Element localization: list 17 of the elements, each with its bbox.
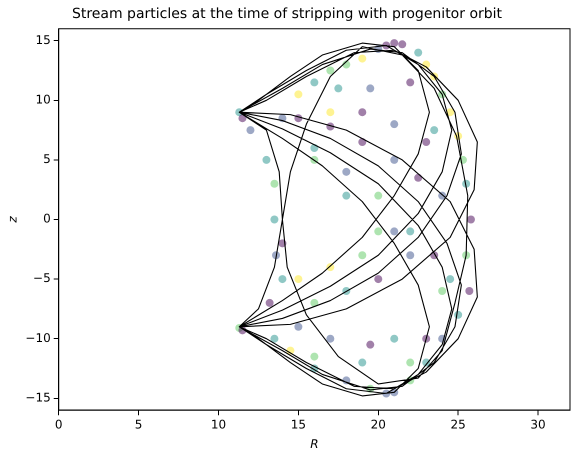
x-tick-label: 25 bbox=[450, 418, 466, 432]
y-tick-label: 15 bbox=[35, 32, 51, 47]
chart-title: Stream particles at the time of stripping with progenitor orbit bbox=[72, 6, 503, 22]
x-tick-label: 15 bbox=[290, 418, 306, 432]
x-tick-label: 5 bbox=[134, 418, 142, 432]
y-tick-label: 10 bbox=[35, 92, 51, 106]
x-tick-label: 10 bbox=[210, 418, 226, 432]
y-axis-title: z bbox=[5, 216, 20, 224]
y-tick-label: −10 bbox=[25, 330, 51, 345]
y-tick-label: −15 bbox=[25, 390, 51, 404]
x-tick-label: 30 bbox=[530, 418, 546, 432]
x-tick-label: 20 bbox=[370, 418, 386, 432]
y-tick-label: 5 bbox=[43, 152, 51, 166]
x-axis-title: R bbox=[310, 436, 319, 451]
y-tick-label: −5 bbox=[33, 271, 51, 286]
y-tick-label: 0 bbox=[43, 212, 51, 226]
x-tick-label: 0 bbox=[54, 418, 63, 432]
